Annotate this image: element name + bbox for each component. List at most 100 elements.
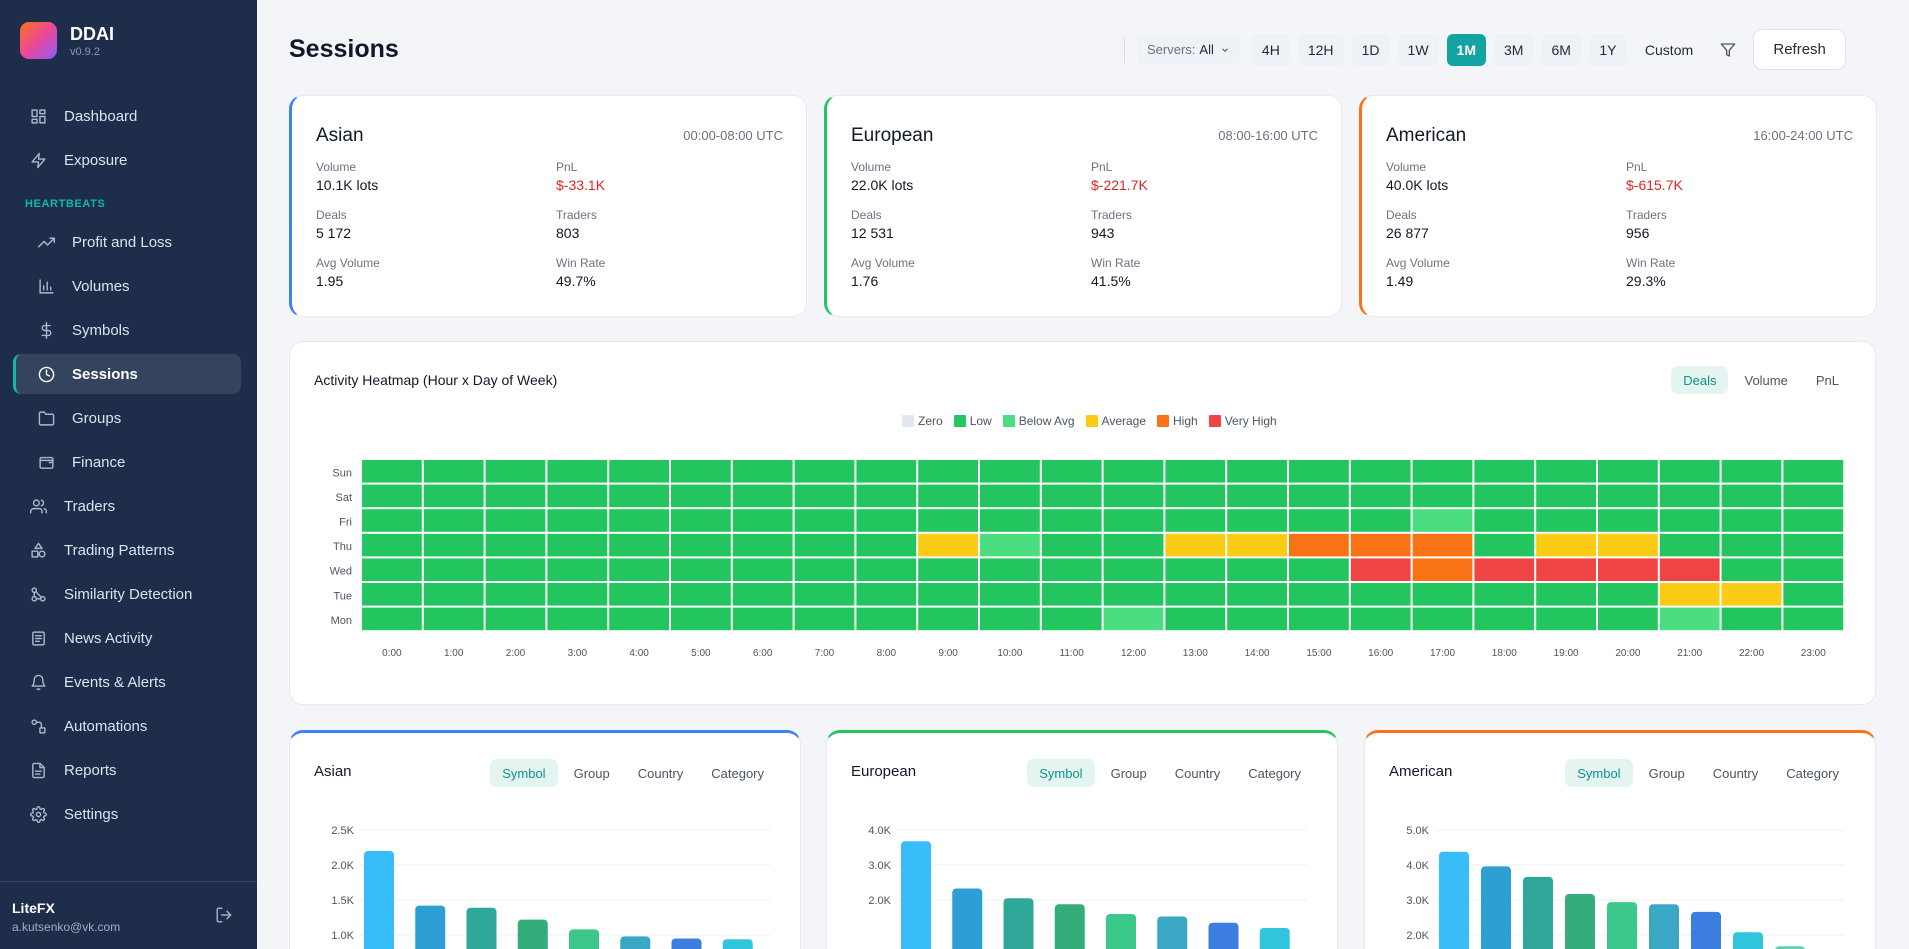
heatmap-cell[interactable]	[1289, 583, 1349, 606]
heatmap-cell[interactable]	[794, 509, 855, 532]
heatmap-cell[interactable]	[1659, 607, 1720, 631]
heatmap-cell[interactable]	[918, 509, 978, 532]
chart-tab-group[interactable]: Group	[573, 765, 610, 781]
heatmap-cell[interactable]	[1289, 533, 1349, 557]
heatmap-cell[interactable]	[1721, 607, 1782, 631]
heatmap-cell[interactable]	[609, 558, 669, 581]
heatmap-cell[interactable]	[918, 533, 978, 557]
sidebar-item-groups[interactable]: Groups	[13, 398, 241, 438]
heatmap-cell[interactable]	[918, 558, 978, 581]
heatmap-cell[interactable]	[547, 607, 608, 631]
heatmap-cell[interactable]	[1041, 558, 1102, 581]
heatmap-cell[interactable]	[1412, 583, 1473, 606]
heatmap-cell[interactable]	[1721, 460, 1782, 483]
heatmap-cell[interactable]	[609, 484, 669, 508]
heatmap-cell[interactable]	[1474, 460, 1535, 483]
heatmap-cell[interactable]	[1350, 558, 1411, 581]
heatmap-cell[interactable]	[1783, 558, 1844, 581]
heatmap-cell[interactable]	[547, 583, 608, 606]
heatmap-cell[interactable]	[980, 583, 1040, 606]
session-card-asian[interactable]: Asian 00:00-08:00 UTC Volume 10.1K lots PnL $…	[289, 95, 807, 317]
heatmap-cell[interactable]	[732, 484, 793, 508]
bar[interactable]	[901, 841, 931, 949]
chart-tab-country[interactable]: Country	[1174, 765, 1221, 781]
sidebar-item-automations[interactable]: Automations	[13, 706, 241, 746]
heatmap-cell[interactable]	[1412, 558, 1473, 581]
heatmap-cell[interactable]	[609, 460, 669, 483]
range-1w-button[interactable]: 1W	[1397, 33, 1439, 66]
sidebar-item-news-activity[interactable]: News Activity	[13, 618, 241, 658]
heatmap-cell[interactable]	[794, 533, 855, 557]
bar[interactable]	[1691, 911, 1721, 949]
sidebar-item-sessions[interactable]: Sessions	[13, 354, 241, 394]
range-custom-button[interactable]: Custom	[1644, 41, 1694, 58]
heatmap-tab-deals[interactable]: Deals	[1671, 366, 1729, 394]
heatmap-cell[interactable]	[1474, 509, 1535, 532]
heatmap-cell[interactable]	[362, 460, 422, 483]
heatmap-cell[interactable]	[1783, 607, 1844, 631]
sidebar-item-symbols[interactable]: Symbols	[13, 310, 241, 350]
heatmap-cell[interactable]	[1350, 533, 1411, 557]
chart-tab-group[interactable]: Group	[1110, 765, 1147, 781]
heatmap-cell[interactable]	[980, 509, 1040, 532]
heatmap-cell[interactable]	[671, 509, 731, 532]
heatmap-cell[interactable]	[1598, 509, 1658, 532]
heatmap-cell[interactable]	[1721, 583, 1782, 606]
heatmap-cell[interactable]	[1227, 484, 1287, 508]
heatmap-cell[interactable]	[1474, 607, 1535, 631]
heatmap-cell[interactable]	[423, 558, 484, 581]
heatmap-cell[interactable]	[423, 533, 484, 557]
heatmap-cell[interactable]	[485, 558, 546, 581]
bar[interactable]	[620, 936, 651, 949]
server-select[interactable]: Servers: All	[1137, 35, 1240, 64]
heatmap-cell[interactable]	[794, 558, 855, 581]
heatmap-cell[interactable]	[1721, 558, 1782, 581]
heatmap-cell[interactable]	[362, 558, 422, 581]
heatmap-cell[interactable]	[547, 558, 608, 581]
heatmap-cell[interactable]	[423, 583, 484, 606]
heatmap-cell[interactable]	[856, 460, 917, 483]
bar[interactable]	[671, 938, 702, 949]
heatmap-cell[interactable]	[423, 509, 484, 532]
chart-tab-category[interactable]: Category	[1248, 765, 1301, 781]
heatmap-cell[interactable]	[362, 607, 422, 631]
heatmap-cell[interactable]	[1103, 484, 1164, 508]
heatmap-cell[interactable]	[1350, 509, 1411, 532]
heatmap-cell[interactable]	[1103, 460, 1164, 483]
bar[interactable]	[1523, 876, 1553, 949]
heatmap-cell[interactable]	[671, 558, 731, 581]
heatmap-cell[interactable]	[1289, 558, 1349, 581]
heatmap-cell[interactable]	[1721, 509, 1782, 532]
bar[interactable]	[1649, 904, 1679, 949]
heatmap-cell[interactable]	[423, 484, 484, 508]
heatmap-cell[interactable]	[856, 607, 917, 631]
heatmap-cell[interactable]	[1721, 533, 1782, 557]
bar[interactable]	[1565, 894, 1595, 949]
heatmap-cell[interactable]	[732, 583, 793, 606]
range-1m-button[interactable]: 1M	[1446, 33, 1486, 66]
range-1d-button[interactable]: 1D	[1351, 33, 1390, 66]
heatmap-cell[interactable]	[1474, 484, 1535, 508]
heatmap-cell[interactable]	[547, 533, 608, 557]
heatmap-cell[interactable]	[1289, 607, 1349, 631]
chart-tab-group[interactable]: Group	[1648, 765, 1685, 781]
bar[interactable]	[1054, 904, 1085, 949]
refresh-button[interactable]: Refresh	[1753, 29, 1847, 70]
heatmap-cell[interactable]	[980, 607, 1040, 631]
heatmap-cell[interactable]	[671, 533, 731, 557]
heatmap-cell[interactable]	[362, 583, 422, 606]
heatmap-cell[interactable]	[609, 607, 669, 631]
heatmap-cell[interactable]	[1103, 533, 1164, 557]
heatmap-cell[interactable]	[1103, 558, 1164, 581]
sidebar-item-profit-and-loss[interactable]: Profit and Loss	[13, 222, 241, 262]
chart-tab-country[interactable]: Country	[637, 765, 684, 781]
heatmap-cell[interactable]	[609, 533, 669, 557]
heatmap-cell[interactable]	[1783, 509, 1844, 532]
heatmap-cell[interactable]	[1536, 484, 1596, 508]
bar[interactable]	[1733, 932, 1763, 949]
bar[interactable]	[1003, 898, 1034, 949]
heatmap-cell[interactable]	[1412, 533, 1473, 557]
heatmap-cell[interactable]	[609, 583, 669, 606]
range-3m-button[interactable]: 3M	[1494, 33, 1534, 66]
heatmap-cell[interactable]	[1289, 509, 1349, 532]
